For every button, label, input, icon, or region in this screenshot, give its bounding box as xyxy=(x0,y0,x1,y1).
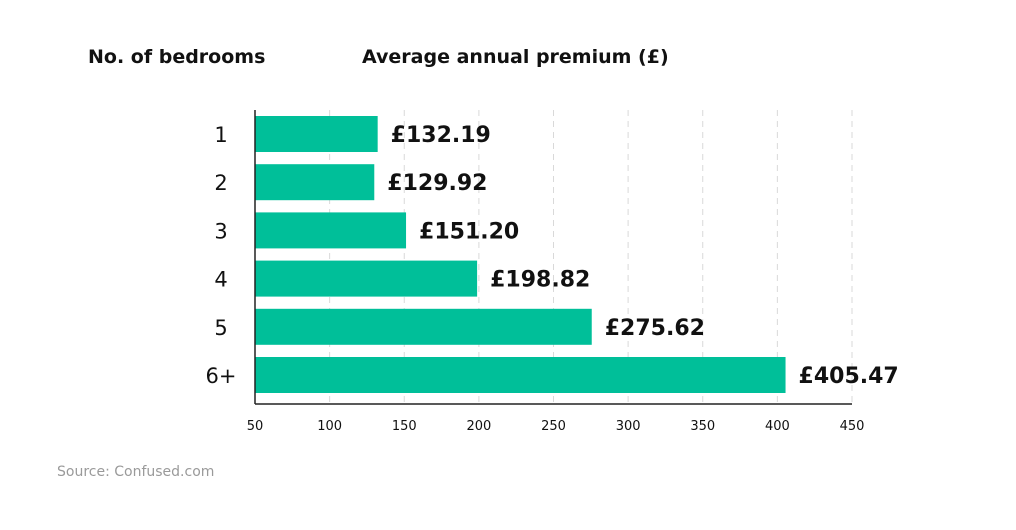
x-tick-label: 300 xyxy=(616,419,641,434)
value-label: £132.19 xyxy=(391,123,491,148)
labels: 50 100 150 200 250 300 350 400 450 1 £132.19 2 £129.… xyxy=(206,123,899,434)
column-header-bedrooms: No. of bedrooms xyxy=(88,46,266,68)
axes xyxy=(254,110,852,405)
x-tick-label: 450 xyxy=(840,419,865,434)
value-label: £405.47 xyxy=(799,364,899,389)
x-tick-label: 200 xyxy=(466,419,491,434)
x-tick-label: 50 xyxy=(247,419,264,434)
bar-4 xyxy=(255,260,478,297)
x-tick-label: 100 xyxy=(317,419,342,434)
bar-1 xyxy=(255,116,378,152)
x-tick-label: 150 xyxy=(392,419,417,434)
category-label: 2 xyxy=(214,171,227,195)
x-tick-label: 400 xyxy=(765,419,790,434)
value-label: £198.82 xyxy=(490,268,590,293)
grid-lines xyxy=(329,110,853,404)
bar-2 xyxy=(255,164,375,201)
bars xyxy=(255,116,786,393)
category-label: 5 xyxy=(214,316,227,340)
x-tick-label: 350 xyxy=(690,419,715,434)
bar-6+ xyxy=(255,357,786,393)
source-note: Source: Confused.com xyxy=(57,464,215,480)
column-header-premium: Average annual premium (£) xyxy=(362,46,669,68)
bar-3 xyxy=(255,212,407,249)
value-label: £129.92 xyxy=(387,171,487,196)
value-label: £151.20 xyxy=(419,219,519,244)
category-label: 4 xyxy=(214,268,227,292)
bar-5 xyxy=(255,308,592,345)
value-label: £275.62 xyxy=(605,316,705,341)
category-label: 6+ xyxy=(206,364,237,388)
x-tick-label: 250 xyxy=(541,419,566,434)
category-label: 1 xyxy=(214,123,227,147)
category-label: 3 xyxy=(214,219,227,243)
